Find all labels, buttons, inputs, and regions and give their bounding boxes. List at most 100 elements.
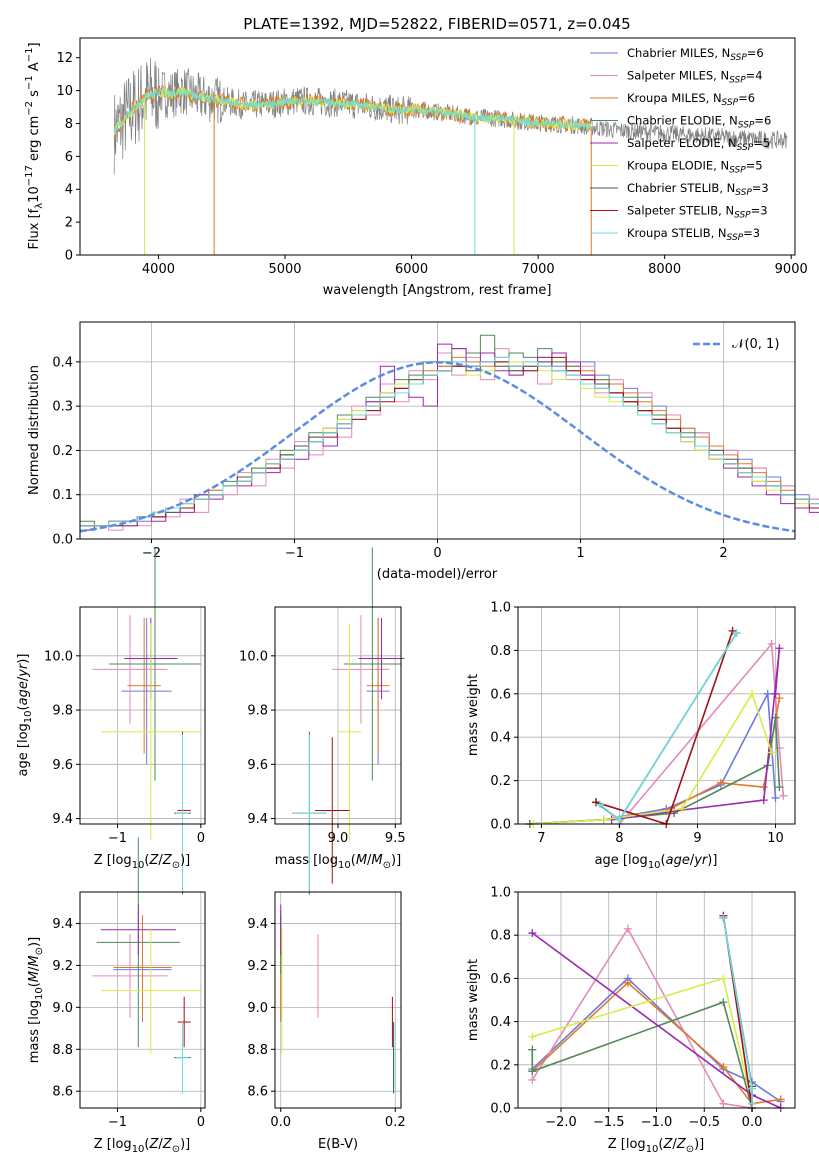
x-tick-label: −0.5 — [688, 1115, 720, 1130]
weight-point-marker — [528, 1045, 537, 1054]
weight-point-marker — [719, 1062, 728, 1071]
weight-point-marker — [716, 778, 725, 787]
weight-point-marker — [528, 929, 537, 938]
x-tick-label: 8 — [615, 831, 623, 846]
weight-point-marker — [677, 804, 686, 813]
x-tick-label: −2 — [142, 546, 161, 561]
model-spectrum-kroupa-stelib — [113, 86, 592, 133]
weight-series-line — [531, 1001, 753, 1109]
figure-title: PLATE=1392, MJD=52822, FIBERID=0571, z=0… — [243, 15, 630, 33]
weight-point-marker — [615, 815, 624, 824]
age-vs-Z-panel: −1 0 9.4 9.6 9.8 10.0 Z [log10(Z/Z⊙)] age [lo… — [16, 547, 206, 895]
y-tick-label: 0.8 — [490, 644, 511, 659]
residuals-xlabel: (data-model)/error — [377, 567, 498, 582]
y-tick-label: 0.0 — [490, 1102, 511, 1117]
residuals-legend: 𝒩(0, 1) — [693, 337, 779, 352]
weight-series-line — [531, 927, 753, 1109]
age-vs-Z-xlabel: Z [log10(Z/Z⊙)] — [94, 853, 191, 871]
mass-vs-EBV-panel: 0.0 0.2 8.6 8.8 9.0 9.2 9.4 E(B-V) — [247, 891, 406, 1152]
y-tick-label: 0.0 — [490, 818, 511, 833]
y-tick-label: 0.4 — [52, 355, 73, 370]
weight-point-marker — [528, 1032, 537, 1041]
y-tick-label: 9.4 — [52, 812, 73, 827]
histogram-series — [79, 356, 819, 539]
y-tick-label: 8.6 — [52, 1085, 73, 1100]
age-vs-mass-panel: 9.0 9.5 9.4 9.6 9.8 10.0 mass [log10(M/M⊙)] — [239, 547, 406, 895]
y-tick-label: 4 — [65, 183, 73, 198]
y-tick-label: 0.2 — [52, 444, 73, 459]
x-tick-label: 0.2 — [385, 1115, 406, 1130]
weight-point-marker — [595, 800, 604, 809]
weight-point-marker — [771, 793, 780, 802]
mass-vs-EBV-xlabel: E(B-V) — [318, 1137, 358, 1152]
y-tick-label: 8.6 — [247, 1085, 268, 1100]
x-tick-label: 9.0 — [328, 831, 349, 846]
y-tick-label: 0.6 — [490, 687, 511, 702]
legend-label: Chabrier ELODIE, NSSP=6 — [627, 114, 771, 131]
x-tick-label: −1 — [108, 831, 127, 846]
weight-vs-age-ylabel: mass weight — [466, 674, 481, 756]
weight-point-marker — [759, 796, 768, 805]
y-tick-label: 2 — [65, 216, 73, 231]
y-tick-label: 0.8 — [490, 929, 511, 944]
weight-point-marker — [775, 694, 784, 703]
weight-point-marker — [719, 974, 728, 983]
legend-label: Chabrier STELIB, NSSP=3 — [627, 181, 769, 198]
weight-point-marker — [759, 783, 768, 792]
y-tick-label: 10 — [56, 84, 73, 99]
y-tick-label: 9.4 — [247, 812, 268, 827]
mass-vs-Z-ylabel: mass [log10(M/M⊙)] — [27, 937, 45, 1063]
weight-point-marker — [779, 791, 788, 800]
weight-vs-Z-xlabel: Z [log10(Z/Z⊙)] — [608, 1137, 705, 1155]
spectrum-legend: Chabrier MILES, NSSP=6 Salpeter MILES, NS… — [590, 46, 771, 243]
mass-vs-Z-panel: −1 0 8.6 8.8 9.0 9.2 9.4 Z [log10(Z/Z⊙)] mass … — [27, 837, 206, 1155]
weight-point-marker — [776, 1095, 785, 1104]
weight-vs-age-panel: 7 8 9 10 0.0 0.2 0.4 0.6 0.8 1.0 age [log10(age/y… — [466, 601, 796, 871]
weight-series-line — [533, 691, 773, 825]
weight-point-marker — [763, 689, 772, 698]
x-tick-label: 0.0 — [270, 1115, 291, 1130]
y-tick-label: 0.3 — [52, 400, 73, 415]
weight-point-marker — [599, 815, 608, 824]
weight-point-marker — [719, 1099, 728, 1108]
legend-label: Kroupa MILES, NSSP=6 — [627, 91, 755, 108]
legend-label: Kroupa STELIB, NSSP=3 — [627, 226, 760, 243]
y-tick-label: 1.0 — [490, 601, 511, 616]
spectrum-ylabel: Flux [fλ10−17 erg cm−2 s−1 A−1] — [24, 42, 45, 249]
histogram-series — [79, 356, 819, 539]
weight-point-marker — [748, 1099, 757, 1108]
legend-label: Kroupa ELODIE, NSSP=5 — [627, 159, 763, 176]
spectrum-panel: 4000 5000 6000 7000 8000 9000 0 2 4 6 8 10 12 wavele… — [24, 37, 808, 298]
legend-label: Salpeter ELODIE, NSSP=5 — [627, 136, 770, 153]
spectrum-xlabel: wavelength [Angstrom, rest frame] — [323, 283, 552, 298]
legend-label: Salpeter STELIB, NSSP=3 — [627, 204, 768, 221]
y-tick-label: 9.4 — [247, 917, 268, 932]
x-tick-label: 1 — [576, 546, 584, 561]
y-tick-label: 10.0 — [44, 649, 73, 664]
weight-point-marker — [623, 924, 632, 933]
y-tick-label: 9.0 — [52, 1001, 73, 1016]
y-tick-label: 0.4 — [490, 1015, 511, 1030]
residuals-panel: −2 −1 0 1 2 0.0 0.1 0.2 0.3 0.4 (data-model)/erro… — [27, 321, 819, 582]
y-tick-label: 6 — [65, 150, 73, 165]
age-vs-Z-ylabel: age [log10(age/yr)] — [16, 654, 34, 777]
x-tick-label: 7000 — [522, 262, 555, 277]
x-tick-label: 6000 — [395, 262, 428, 277]
y-tick-label: 0.2 — [490, 774, 511, 789]
x-tick-label: 4000 — [142, 262, 175, 277]
y-tick-label: 10.0 — [239, 649, 268, 664]
weight-series-line — [595, 630, 734, 825]
y-tick-label: 0.0 — [52, 533, 73, 548]
y-tick-label: 1.0 — [490, 886, 511, 901]
x-tick-label: −2.0 — [545, 1115, 577, 1130]
weight-series-line — [618, 641, 785, 825]
y-tick-label: 0.6 — [490, 972, 511, 987]
legend-label: Salpeter MILES, NSSP=4 — [627, 69, 763, 86]
legend-normal-label: 𝒩(0, 1) — [732, 337, 779, 352]
age-vs-mass-xlabel: mass [log10(M/M⊙)] — [275, 853, 401, 871]
weight-point-marker — [775, 783, 784, 792]
x-tick-label: −1 — [285, 546, 304, 561]
x-tick-label: −1.5 — [593, 1115, 625, 1130]
weight-vs-age-xlabel: age [log10(age/yr)] — [595, 853, 718, 871]
x-tick-label: −1.0 — [641, 1115, 673, 1130]
